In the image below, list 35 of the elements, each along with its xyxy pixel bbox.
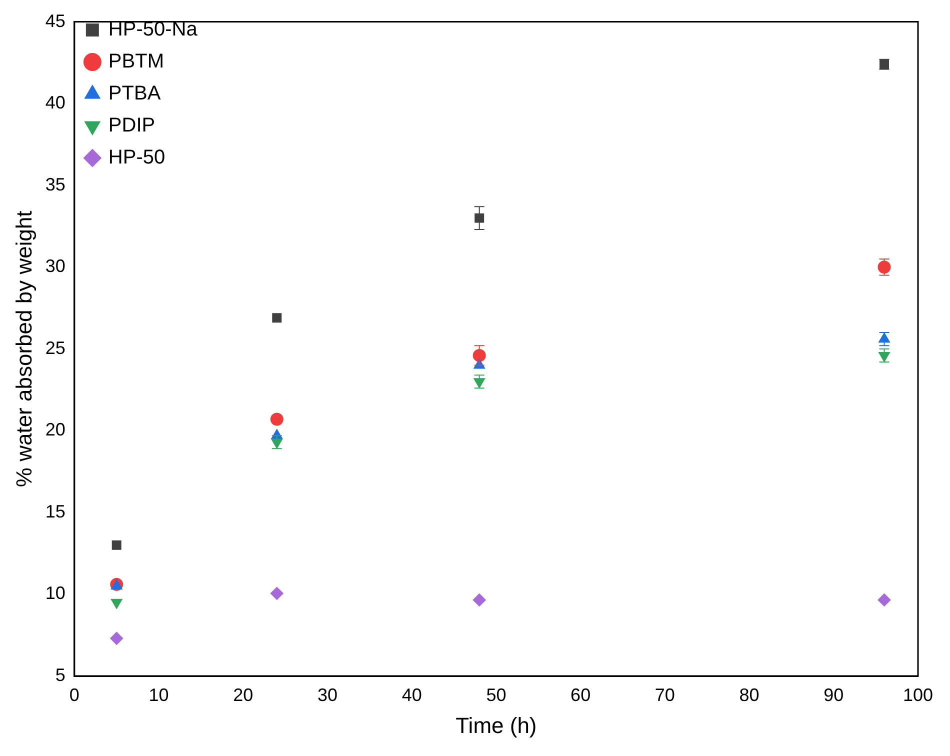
y-tick-label: 45	[45, 10, 66, 31]
y-tick-label: 25	[45, 338, 66, 358]
y-axis-title: % water absorbed by weight	[11, 210, 36, 488]
point	[878, 593, 891, 606]
y-tick-label: 15	[45, 501, 66, 522]
legend-label: HP-50-Na	[108, 18, 198, 41]
x-tick-label: 50	[486, 684, 506, 705]
x-tick-label: 100	[902, 684, 934, 705]
x-tick-label: 80	[739, 684, 760, 705]
point	[110, 632, 124, 645]
legend-label: HP-50	[108, 146, 166, 169]
x-tick-label: 10	[148, 684, 169, 705]
x-axis-title: Time (h)	[456, 712, 537, 738]
legend-label: PDIP	[108, 114, 156, 137]
point	[272, 313, 282, 323]
x-tick-label: 60	[570, 684, 591, 705]
y-tick-label: 35	[45, 174, 66, 194]
point	[472, 593, 486, 606]
x-tick-label: 70	[654, 684, 675, 705]
y-tick-label: 30	[45, 256, 66, 276]
x-tick-label: 0	[69, 684, 80, 705]
point	[474, 213, 484, 223]
point	[270, 412, 284, 426]
legend-label: PTBA	[108, 82, 162, 105]
y-tick-label: 40	[45, 92, 66, 113]
x-tick-label: 40	[402, 684, 422, 705]
x-tick-label: 20	[233, 684, 254, 705]
legend-label: PBTM	[108, 50, 164, 73]
x-tick-label: 30	[317, 684, 338, 705]
y-tick-label: 10	[45, 583, 66, 604]
point	[270, 586, 284, 600]
point	[112, 540, 122, 550]
y-tick-label: 5	[55, 664, 66, 685]
x-tick-label: 90	[824, 684, 844, 705]
y-tick-label: 20	[45, 420, 66, 440]
